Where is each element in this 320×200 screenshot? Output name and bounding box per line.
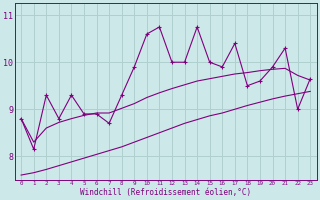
X-axis label: Windchill (Refroidissement éolien,°C): Windchill (Refroidissement éolien,°C) xyxy=(80,188,251,197)
